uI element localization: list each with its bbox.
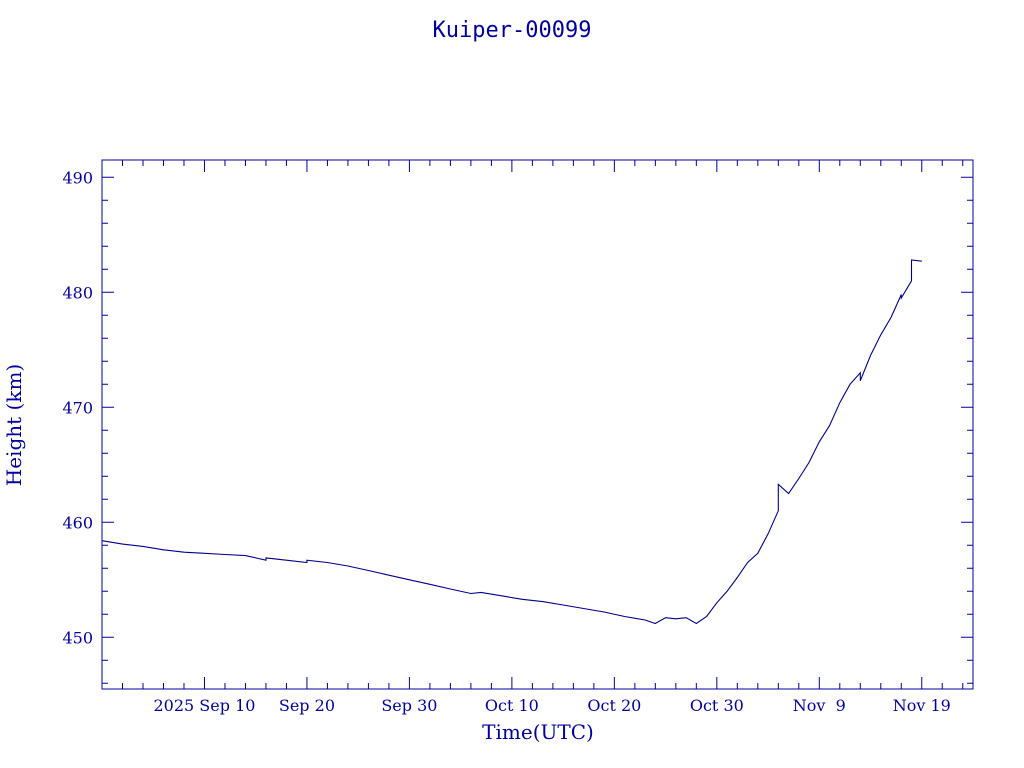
x-tick-labels: 2025 Sep 10 Sep 20 Sep 30 Oct 10 Oct 20 Oct 3… <box>154 696 951 715</box>
x-tick-label: Oct 20 <box>587 696 641 715</box>
chart-title: Kuiper-00099 <box>433 18 592 43</box>
series-group <box>101 259 922 625</box>
y-axis-label: Height (km) <box>2 364 26 486</box>
y-tick-label: 460 <box>62 513 93 532</box>
plot-frame <box>101 159 974 690</box>
y-tick-labels: 450 460 470 480 490 <box>62 168 93 647</box>
height-series-line <box>101 259 922 625</box>
axis-ticks <box>102 160 973 689</box>
x-tick-label: Nov 9 <box>793 696 846 715</box>
x-tick-label: Sep 20 <box>279 696 335 715</box>
x-tick-label: Oct 30 <box>690 696 744 715</box>
x-tick-label: Sep 30 <box>381 696 437 715</box>
x-tick-label: Oct 10 <box>485 696 539 715</box>
x-axis-label: Time(UTC) <box>482 720 594 744</box>
x-tick-label: 2025 Sep 10 <box>154 696 256 715</box>
y-tick-label: 490 <box>62 168 93 187</box>
x-tick-label: Nov 19 <box>893 696 951 715</box>
y-tick-label: 480 <box>62 283 93 302</box>
y-tick-label: 450 <box>62 628 93 647</box>
y-tick-label: 470 <box>62 398 93 417</box>
